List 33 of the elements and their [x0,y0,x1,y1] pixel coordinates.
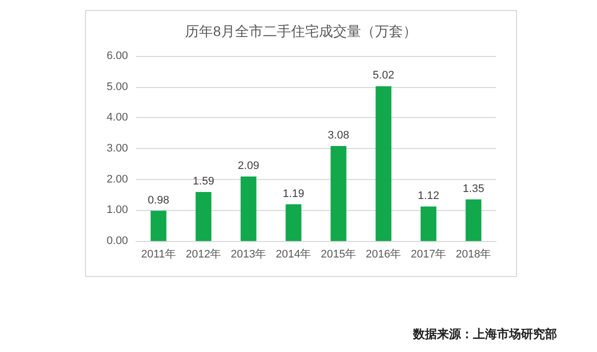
source-note: 数据来源：上海市场研究部 [413,326,557,343]
y-tick-label: 3.00 [106,142,128,154]
bar [420,206,436,241]
bar [150,210,166,241]
data-label: 1.59 [192,175,214,188]
data-label: 0.98 [148,194,170,206]
bar [330,146,346,241]
data-label: 5.02 [372,70,394,82]
x-tick-label: 2014年 [276,248,312,260]
x-tick-label: 2018年 [456,248,492,260]
x-tick-label: 2011年 [141,248,176,260]
data-label: 3.08 [328,130,350,142]
x-tick-label: 2016年 [366,248,402,260]
bar [286,204,302,241]
bar [240,176,256,241]
y-tick-label: 4.00 [106,112,128,124]
y-tick-label: 1.00 [106,204,128,216]
y-tick-label: 5.00 [106,80,128,93]
x-tick-label: 2015年 [320,248,356,260]
bar [466,199,482,241]
chart-title: 历年8月全市二手住宅成交量（万套） [185,23,417,39]
bar [196,192,212,241]
y-tick-label: 0.00 [106,235,128,247]
data-label: 1.35 [462,182,484,195]
y-tick-label: 6.00 [106,50,128,62]
data-label: 1.12 [418,190,440,202]
x-tick-label: 2013年 [230,248,266,260]
data-label: 2.09 [238,160,260,172]
bar [376,86,392,241]
data-label: 1.19 [282,188,304,200]
x-tick-label: 2017年 [410,248,446,260]
y-tick-label: 2.00 [106,173,128,186]
x-tick-label: 2012年 [186,248,222,260]
